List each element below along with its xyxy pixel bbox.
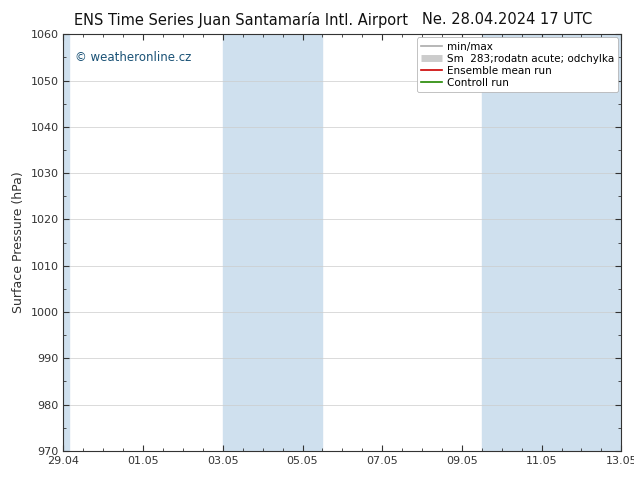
Bar <box>63 34 69 451</box>
Bar <box>482 34 621 451</box>
Text: ENS Time Series Juan Santamaría Intl. Airport: ENS Time Series Juan Santamaría Intl. Ai… <box>74 12 408 28</box>
Bar <box>223 34 323 451</box>
Legend: min/max, Sm  283;rodatn acute; odchylka, Ensemble mean run, Controll run: min/max, Sm 283;rodatn acute; odchylka, … <box>417 37 618 92</box>
Text: © weatheronline.cz: © weatheronline.cz <box>75 51 191 64</box>
Text: Ne. 28.04.2024 17 UTC: Ne. 28.04.2024 17 UTC <box>422 12 592 27</box>
Y-axis label: Surface Pressure (hPa): Surface Pressure (hPa) <box>12 172 25 314</box>
